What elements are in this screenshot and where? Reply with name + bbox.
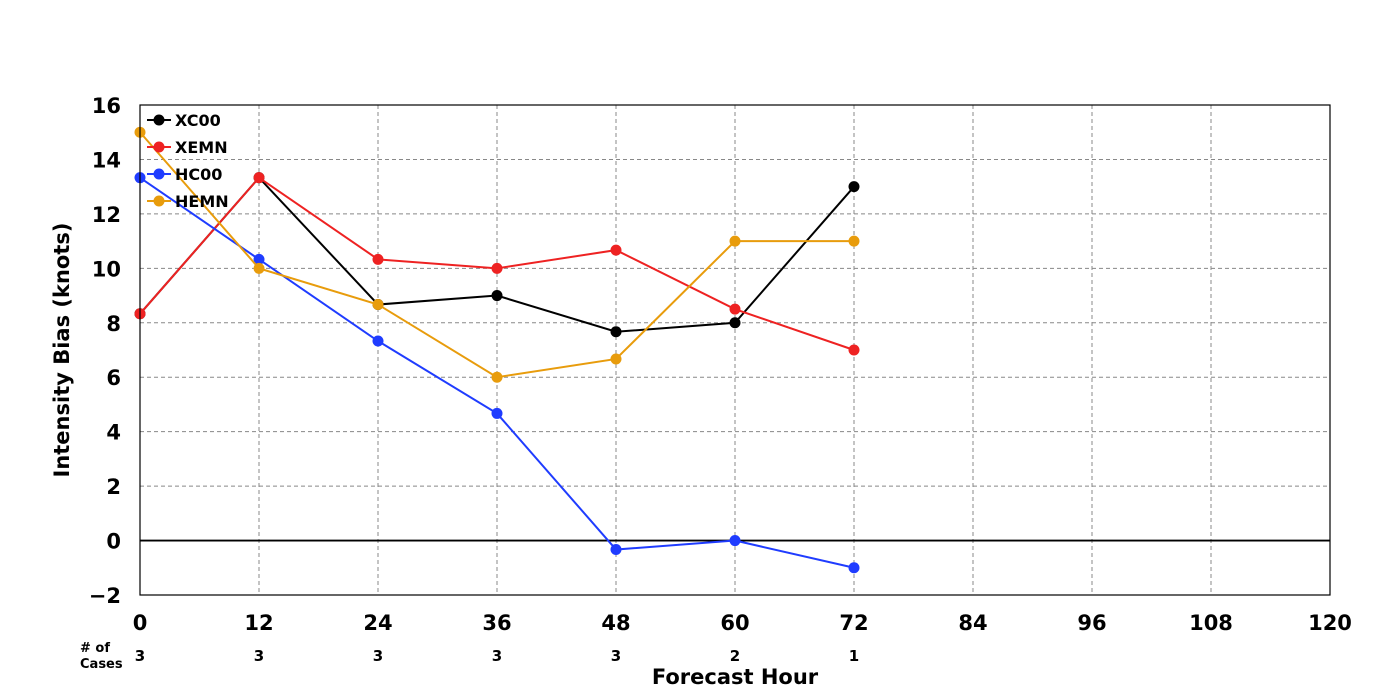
- y-tick-label: 14: [92, 148, 121, 172]
- data-point-hc00: [491, 407, 503, 419]
- data-point-xemn: [610, 244, 622, 256]
- data-point-hemn: [848, 235, 860, 247]
- data-point-xc00: [729, 317, 741, 329]
- data-point-xemn: [729, 303, 741, 315]
- y-tick-label: −2: [89, 584, 121, 608]
- case-count: 2: [730, 647, 740, 665]
- cases-header-line1: # of: [80, 641, 110, 656]
- data-point-hc00: [253, 253, 265, 265]
- y-tick-label: 12: [92, 203, 121, 227]
- legend-marker: [153, 114, 165, 126]
- data-point-xemn: [372, 253, 384, 265]
- y-tick-label: 2: [106, 475, 121, 499]
- data-point-xc00: [491, 290, 503, 302]
- x-tick-label: 108: [1189, 611, 1233, 635]
- case-count: 1: [849, 647, 859, 665]
- case-count: 3: [254, 647, 264, 665]
- y-tick-label: 10: [92, 257, 121, 281]
- data-point-xemn: [848, 344, 860, 356]
- legend-entry-label: XEMN: [175, 138, 228, 157]
- y-axis-label: Intensity Bias (knots): [50, 223, 74, 478]
- x-tick-label: 24: [363, 611, 392, 635]
- x-tick-label: 48: [601, 611, 630, 635]
- case-count: 3: [373, 647, 383, 665]
- legend-marker: [153, 141, 165, 153]
- data-point-hemn: [729, 235, 741, 247]
- legend-entry-label: XC00: [175, 111, 221, 130]
- data-point-xemn: [491, 262, 503, 274]
- series-layer: [134, 126, 860, 574]
- data-point-xc00: [848, 181, 860, 193]
- legend: XC00 XEMN HC00 HEMN: [147, 111, 229, 211]
- y-tick-label: 4: [106, 421, 121, 445]
- x-tick-label: 36: [482, 611, 511, 635]
- data-point-hemn: [610, 353, 622, 365]
- x-tick-label: 0: [133, 611, 148, 635]
- y-tick-label: 16: [92, 94, 121, 118]
- cases-header-line2: Cases: [80, 657, 123, 672]
- data-point-hc00: [848, 562, 860, 574]
- legend-entry-label: HC00: [175, 165, 222, 184]
- legend-marker: [153, 195, 165, 207]
- x-tick-labels: 0 12 24 36 48 60 72 84 96 108 120: [133, 611, 1352, 635]
- data-point-hc00: [610, 544, 622, 556]
- data-point-hemn: [372, 299, 384, 311]
- y-tick-label: 0: [106, 530, 121, 554]
- data-point-hc00: [372, 335, 384, 347]
- plot-frame: [139, 104, 1331, 596]
- data-point-xc00: [610, 326, 622, 338]
- y-tick-labels: −2 0 2 4 6 8 10 12 14 16: [89, 94, 121, 608]
- data-point-hemn: [253, 262, 265, 274]
- x-tick-label: 72: [839, 611, 868, 635]
- x-tick-label: 60: [720, 611, 749, 635]
- case-count: 3: [135, 647, 145, 665]
- legend-marker: [153, 168, 165, 180]
- x-axis-label: Forecast Hour: [652, 665, 819, 689]
- x-tick-label: 96: [1077, 611, 1106, 635]
- legend-entry-label: HEMN: [175, 192, 229, 211]
- data-point-hc00: [729, 535, 741, 547]
- y-tick-label: 8: [106, 312, 121, 336]
- x-tick-label: 120: [1308, 611, 1352, 635]
- y-tick-label: 6: [106, 366, 121, 390]
- data-point-xemn: [253, 172, 265, 184]
- data-point-hemn: [491, 371, 503, 383]
- x-tick-label: 84: [958, 611, 987, 635]
- x-tick-label: 12: [244, 611, 273, 635]
- case-count: 3: [611, 647, 621, 665]
- case-count: 3: [492, 647, 502, 665]
- grid-lines: [140, 105, 1330, 595]
